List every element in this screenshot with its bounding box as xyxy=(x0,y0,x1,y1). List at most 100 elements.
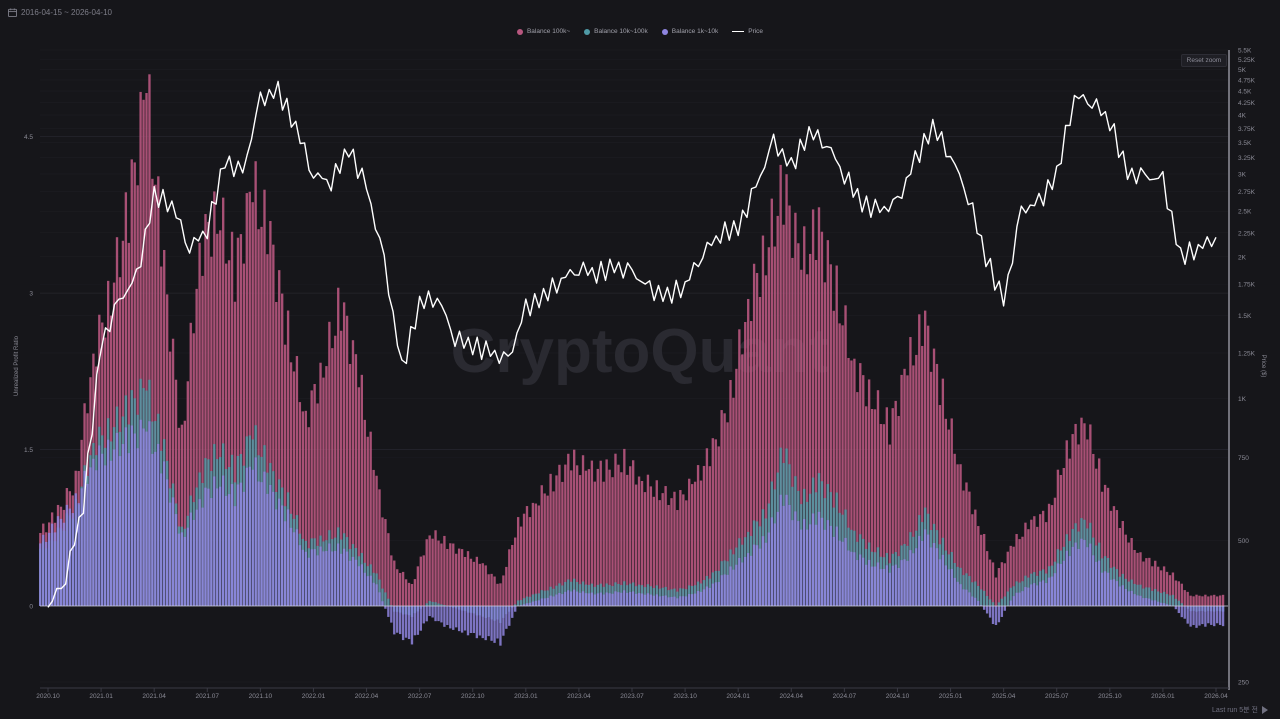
bar-balance-100k xyxy=(1044,522,1048,606)
bar-balance-100k xyxy=(1053,497,1057,606)
bar-balance-1k-10k xyxy=(1136,595,1139,606)
bar-balance-100k xyxy=(1047,503,1051,606)
bar-balance-1k-10k xyxy=(269,485,272,606)
bar-balance-1k-10k xyxy=(455,606,458,628)
bar-balance-100k xyxy=(446,548,449,606)
bar-balance-100k xyxy=(699,480,703,606)
bar-balance-100k xyxy=(511,544,514,606)
bar-balance-1k-10k xyxy=(564,591,567,606)
bar-balance-100k xyxy=(1207,596,1210,606)
legend-item-balance-100k[interactable]: Balance 100k~ xyxy=(516,28,570,35)
play-icon[interactable] xyxy=(1262,706,1268,714)
bar-balance-1k-10k xyxy=(325,551,328,606)
bar-balance-100k xyxy=(319,362,322,606)
bar-balance-1k-10k xyxy=(59,518,63,606)
bar-balance-1k-10k xyxy=(1041,580,1045,606)
right-tick-label: 1.25K xyxy=(1238,350,1256,357)
bar-balance-100k xyxy=(632,460,635,606)
bar-balance-1k-10k xyxy=(741,562,744,606)
date-range-picker[interactable]: 2016-04-15 ~ 2026-04-10 xyxy=(8,5,112,19)
bar-balance-1k-10k xyxy=(478,606,481,636)
bar-balance-1k-10k xyxy=(1139,595,1142,606)
bar-balance-1k-10k xyxy=(351,556,355,606)
bar-balance-100k xyxy=(398,572,402,606)
bar-balance-100k xyxy=(590,460,594,606)
bar-balance-1k-10k xyxy=(48,532,51,606)
bar-balance-1k-10k xyxy=(210,498,213,606)
legend-item-balance-1k-10k[interactable]: Balance 1k~10k xyxy=(661,28,718,35)
right-tick-label: 4.5K xyxy=(1238,89,1252,96)
bar-balance-10k-100k xyxy=(528,596,532,606)
bar-balance-100k xyxy=(797,243,800,607)
bar-balance-1k-10k xyxy=(900,560,903,606)
bar-balance-1k-10k xyxy=(938,559,942,606)
bar-balance-100k xyxy=(552,491,555,606)
bar-balance-100k xyxy=(224,263,228,606)
bar-balance-1k-10k xyxy=(546,597,549,606)
bar-balance-1k-10k xyxy=(1103,571,1107,606)
bar-balance-100k xyxy=(803,226,806,607)
bar-balance-1k-10k xyxy=(407,606,411,640)
bar-balance-1k-10k xyxy=(1092,555,1095,606)
bar-balance-100k xyxy=(313,384,316,606)
bar-balance-100k xyxy=(749,321,753,606)
right-tick-label: 4K xyxy=(1238,113,1247,120)
legend-item-price[interactable]: Price xyxy=(732,28,763,35)
bar-balance-1k-10k xyxy=(661,595,664,606)
left-tick-label: 3 xyxy=(29,291,33,298)
bar-balance-100k xyxy=(932,348,936,606)
bar-balance-100k xyxy=(741,354,744,606)
bar-balance-1k-10k xyxy=(387,606,390,617)
bar-balance-100k xyxy=(744,322,747,606)
bar-balance-100k xyxy=(201,275,204,606)
bar-balance-100k xyxy=(696,465,700,606)
bar-balance-1k-10k xyxy=(1177,606,1181,614)
bar-balance-1k-10k xyxy=(1148,598,1151,606)
bar-balance-100k xyxy=(1124,534,1127,606)
bar-balance-100k xyxy=(856,392,859,606)
bar-balance-100k xyxy=(304,410,307,606)
bar-balance-1k-10k xyxy=(304,551,307,606)
bar-balance-1k-10k xyxy=(646,593,650,606)
bar-balance-1k-10k xyxy=(101,453,104,606)
bar-balance-100k xyxy=(519,526,523,606)
bar-balance-100k xyxy=(481,563,484,606)
bar-balance-1k-10k xyxy=(543,598,546,606)
date-range-text: 2016-04-15 ~ 2026-04-10 xyxy=(21,7,112,17)
bar-balance-100k xyxy=(776,215,779,606)
bar-balance-1k-10k xyxy=(50,523,54,606)
bar-balance-100k xyxy=(1130,537,1133,606)
bar-balance-100k xyxy=(873,409,877,606)
bar-balance-10k-100k xyxy=(1000,598,1004,606)
x-tick-label: 2026.01 xyxy=(1151,693,1175,700)
bar-balance-100k xyxy=(894,400,897,606)
last-run-text: Last run 5분 전 xyxy=(1212,707,1258,714)
bar-balance-100k xyxy=(912,365,915,606)
x-tick-label: 2020.10 xyxy=(36,693,60,700)
bar-balance-100k xyxy=(1192,596,1195,606)
bar-balance-100k xyxy=(679,490,682,606)
bar-balance-1k-10k xyxy=(428,606,431,617)
bar-balance-100k xyxy=(690,484,694,606)
reset-zoom-button[interactable]: Reset zoom xyxy=(1181,54,1227,67)
bar-balance-10k-100k xyxy=(988,599,992,606)
bar-balance-1k-10k xyxy=(1218,606,1222,625)
bar-balance-1k-10k xyxy=(820,517,824,606)
bar-balance-100k xyxy=(634,484,638,606)
bar-balance-1k-10k xyxy=(865,564,868,606)
bar-balance-1k-10k xyxy=(844,537,847,606)
bar-balance-100k xyxy=(186,381,189,606)
bar-balance-100k xyxy=(204,214,207,606)
bar-balance-1k-10k xyxy=(189,512,192,606)
legend-item-balance-10k-100k[interactable]: Balance 10k~100k xyxy=(584,28,648,35)
bar-balance-100k xyxy=(853,358,856,606)
bar-balance-1k-10k xyxy=(384,606,387,609)
bar-balance-10k-100k xyxy=(1174,598,1178,606)
bar-balance-1k-10k xyxy=(614,591,617,606)
bar-balance-1k-10k xyxy=(508,606,511,626)
bar-balance-100k xyxy=(502,575,505,606)
bar-balance-100k xyxy=(266,254,269,606)
bar-balance-1k-10k xyxy=(525,603,529,606)
bar-balance-100k xyxy=(1157,566,1160,606)
